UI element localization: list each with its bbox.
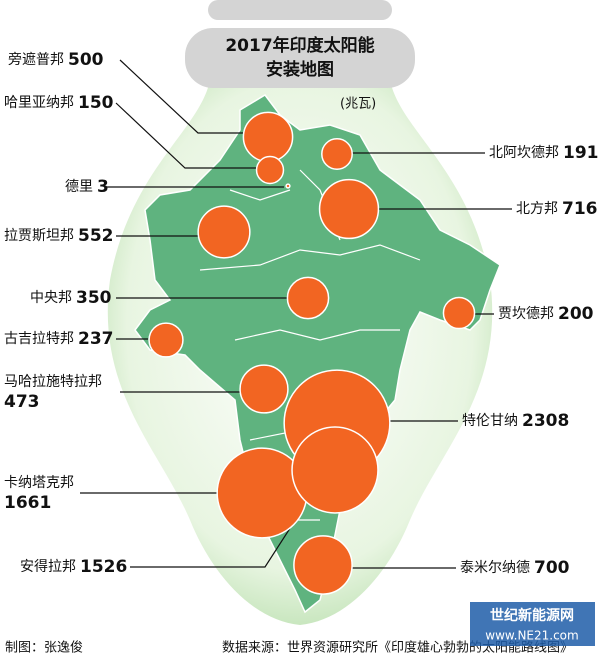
- bubble: [442, 296, 476, 330]
- region-value: 1661: [4, 493, 51, 513]
- region-label: 旁遮普邦 500: [8, 50, 104, 70]
- region-name: 马哈拉施特拉邦: [4, 374, 102, 390]
- region-value: 200: [558, 304, 594, 324]
- region-value: 552: [78, 226, 114, 246]
- bubble: [321, 138, 353, 170]
- region-label: 北方邦 716: [516, 199, 598, 219]
- region-value: 191: [563, 143, 599, 163]
- title-box: [185, 28, 415, 88]
- region-label: 德里 3: [65, 177, 109, 197]
- bubble: [293, 535, 353, 595]
- leader-line: [115, 102, 257, 169]
- region-name: 中央邦: [30, 290, 72, 306]
- region-name: 北阿坎德邦: [489, 145, 559, 161]
- bubble: [291, 426, 379, 514]
- region-label: 泰米尔纳德 700: [460, 558, 570, 578]
- bubble: [148, 322, 184, 358]
- title: 2017年印度太阳能: [225, 35, 374, 56]
- region-name: 德里: [65, 179, 93, 195]
- bubble: [286, 276, 330, 320]
- region-label: 贾坎德邦 200: [498, 304, 594, 324]
- region-name: 贾坎德邦: [498, 306, 554, 322]
- watermark: www.NE21.com: [485, 629, 578, 643]
- region-label: 中央邦 350: [30, 288, 112, 308]
- watermark-box: [470, 602, 595, 646]
- region-label: 安得拉邦 1526: [20, 557, 127, 577]
- bubble: [239, 364, 289, 414]
- bubble: [242, 111, 294, 163]
- region-name: 拉贾斯坦邦: [4, 228, 74, 244]
- region-name: 哈里亚纳邦: [4, 95, 74, 111]
- region-label: 古吉拉特邦 237: [4, 329, 114, 349]
- title: 安装地图: [266, 59, 334, 80]
- region-value: 1526: [80, 557, 127, 577]
- bubble: [255, 155, 285, 185]
- region-name: 古吉拉特邦: [4, 331, 74, 347]
- region-label: 特伦甘纳 2308: [462, 411, 569, 431]
- region-label: 哈里亚纳邦 150: [4, 93, 114, 113]
- unit: (兆瓦): [340, 97, 376, 112]
- region-name: 安得拉邦: [20, 558, 76, 575]
- bubble: [285, 183, 291, 189]
- region-name: 北方邦: [516, 201, 558, 217]
- region-name: 旁遮普邦: [8, 51, 64, 68]
- region-value: 700: [534, 558, 570, 578]
- region-name: 泰米尔纳德: [460, 560, 530, 576]
- bubble: [318, 178, 380, 240]
- region-value: 350: [76, 288, 112, 308]
- region-value: 500: [68, 50, 104, 70]
- leader-line: [119, 59, 246, 134]
- region-value: 150: [78, 93, 114, 113]
- region-value: 716: [562, 199, 598, 219]
- watermark: 世纪新能源网: [490, 607, 574, 624]
- credit: 制图：张逸俊: [5, 641, 83, 656]
- region-name: 卡纳塔克邦: [4, 475, 74, 491]
- bulb-cap: [208, 0, 392, 20]
- region-label: 拉贾斯坦邦 552: [4, 226, 114, 246]
- region-label: 北阿坎德邦 191: [489, 143, 599, 163]
- region-value: 3: [97, 177, 109, 197]
- region-value: 237: [78, 329, 114, 349]
- region-value: 2308: [522, 411, 569, 431]
- bubble: [197, 205, 251, 259]
- region-name: 特伦甘纳: [462, 413, 518, 429]
- region-value: 473: [4, 392, 40, 412]
